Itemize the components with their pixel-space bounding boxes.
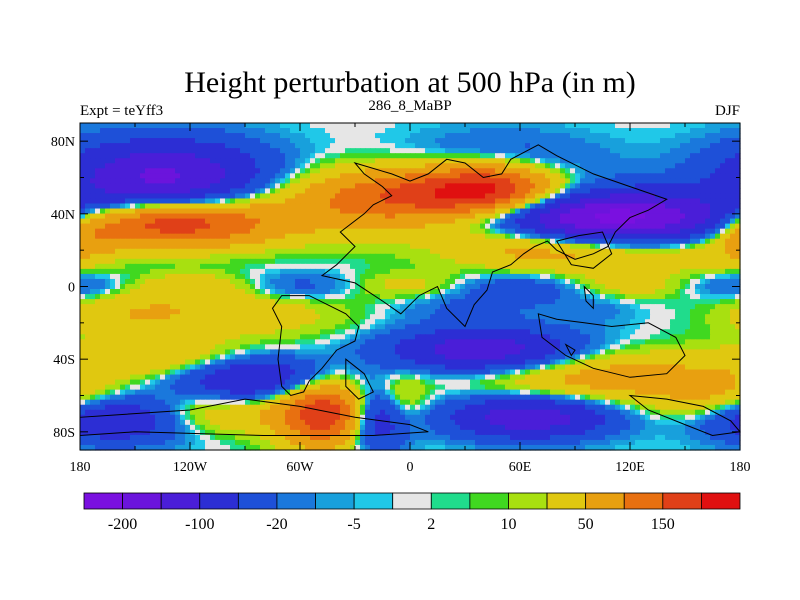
period-label: 286_8_MaBP [368,98,451,114]
colorbar-swatch [623,492,664,510]
experiment-label: Expt = teYff3 [80,103,163,119]
colorbar-label: 50 [578,516,594,533]
y-tick-label: 40N [51,208,75,223]
colorbar-label: -200 [108,516,137,533]
colorbar-swatch [315,492,355,510]
colorbar-swatch [160,492,201,510]
colorbar-swatch [430,492,471,510]
colorbar-label: 150 [651,516,675,533]
colorbar-swatch [276,492,316,510]
colorbar-label: -20 [266,516,287,533]
chart-title: Height perturbation at 500 hPa (in m) [184,66,636,99]
y-tick-label: 0 [68,281,75,296]
x-tick-label: 0 [407,460,414,475]
colorbar-swatch [122,492,162,510]
colorbar-swatch [585,492,625,510]
colorbar-swatch [237,492,278,510]
colorbar-label: 10 [501,516,517,533]
colorbar-swatch [469,492,509,510]
y-tick-label: 40S [53,353,75,368]
x-tick-label: 180 [70,460,91,475]
height-field [80,123,741,451]
x-tick-label: 180 [730,460,751,475]
y-tick-label: 80N [51,135,75,150]
colorbar-swatch [546,492,587,510]
x-tick-label: 60W [286,460,314,475]
colorbar-swatch [199,492,239,510]
x-tick-label: 60E [509,460,532,475]
x-tick-label: 120W [173,460,208,475]
x-axis: 180 120W 60W 0 60E 120E 180 [70,123,751,475]
colorbar: -200 -100 -20 -5 2 10 50 150 [83,492,741,533]
colorbar-swatch [83,492,123,510]
colorbar-swatch [508,492,548,510]
x-tick-label: 120E [615,460,645,475]
y-tick-label: 80S [53,426,75,441]
colorbar-swatch [662,492,702,510]
y-axis: 80N 40N 0 40S 80S [51,135,740,441]
colorbar-label: 2 [427,516,435,533]
colorbar-label: -100 [185,516,214,533]
colorbar-swatch [392,492,432,510]
colorbar-swatch [353,492,394,510]
season-label: DJF [715,103,740,119]
colorbar-swatch [701,492,741,510]
colorbar-label: -5 [347,516,360,533]
